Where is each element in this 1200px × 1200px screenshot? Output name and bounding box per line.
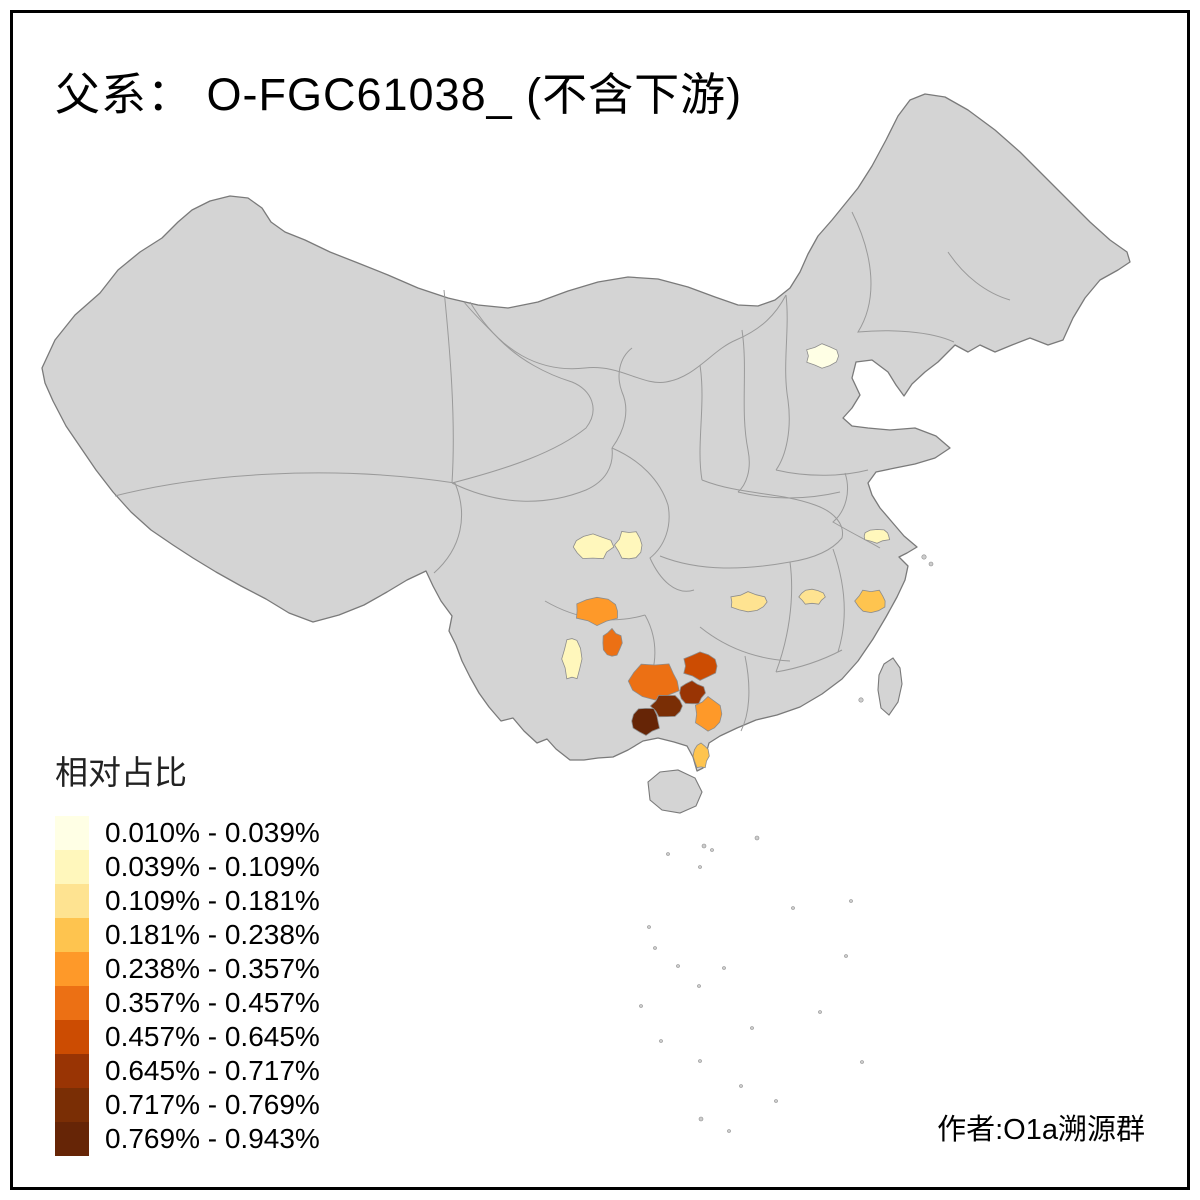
legend-item: 0.769% - 0.943% <box>55 1122 320 1156</box>
legend-label: 0.181% - 0.238% <box>105 919 320 950</box>
map-region[interactable] <box>561 638 583 680</box>
legend-label: 0.717% - 0.769% <box>105 1089 320 1120</box>
map-region[interactable] <box>683 651 718 681</box>
legend-title: 相对占比 <box>55 754 187 791</box>
legend-swatch <box>55 816 89 850</box>
legend-label: 0.039% - 0.109% <box>105 851 320 882</box>
province-borders <box>114 211 1011 732</box>
map-region[interactable] <box>649 694 683 718</box>
legend-swatch <box>55 1054 89 1088</box>
legend-label: 0.109% - 0.181% <box>105 885 320 916</box>
legend-item: 0.645% - 0.717% <box>55 1054 320 1088</box>
map-region[interactable] <box>854 589 886 614</box>
legend-item: 0.717% - 0.769% <box>55 1088 320 1122</box>
map-region[interactable] <box>575 596 618 627</box>
map-region[interactable] <box>572 533 615 560</box>
legend-item: 0.109% - 0.181% <box>55 884 320 918</box>
legend-swatch <box>55 1088 89 1122</box>
legend: 相对占比 0.010% - 0.039% 0.039% - 0.109% 0.109… <box>55 746 320 1156</box>
legend-item: 0.039% - 0.109% <box>55 850 320 884</box>
legend-swatch <box>55 986 89 1020</box>
author-credit: 作者:O1a溯源群 <box>937 1114 1145 1146</box>
legend-swatch <box>55 884 89 918</box>
legend-item: 0.457% - 0.645% <box>55 1020 320 1054</box>
coastal-islets <box>858 554 934 703</box>
legend-swatch <box>55 1122 89 1156</box>
legend-item: 0.357% - 0.457% <box>55 986 320 1020</box>
legend-label: 0.645% - 0.717% <box>105 1055 320 1086</box>
legend-label: 0.357% - 0.457% <box>105 987 320 1018</box>
map-region[interactable] <box>806 343 840 369</box>
map-region[interactable] <box>694 695 723 732</box>
hainan-island[interactable] <box>647 769 703 814</box>
map-region[interactable] <box>602 627 623 657</box>
map-region[interactable] <box>730 591 768 613</box>
legend-item: 0.181% - 0.238% <box>55 918 320 952</box>
legend-swatch <box>55 850 89 884</box>
map-region[interactable] <box>863 529 891 544</box>
highlight-regions <box>561 343 891 769</box>
taiwan-island[interactable] <box>877 657 903 716</box>
map-region[interactable] <box>798 588 826 605</box>
legend-swatch <box>55 1020 89 1054</box>
legend-swatch <box>55 952 89 986</box>
legend-swatch <box>55 918 89 952</box>
map-region[interactable] <box>614 531 643 560</box>
south-china-sea-islands <box>639 835 864 1133</box>
legend-rows: 0.010% - 0.039% 0.039% - 0.109% 0.109% - 0… <box>55 816 320 1156</box>
legend-label: 0.769% - 0.943% <box>105 1123 320 1154</box>
legend-item: 0.238% - 0.357% <box>55 952 320 986</box>
map-region[interactable] <box>631 707 660 736</box>
legend-item: 0.010% - 0.039% <box>55 816 320 850</box>
map-region[interactable] <box>692 742 710 769</box>
legend-label: 0.457% - 0.645% <box>105 1021 320 1052</box>
legend-label: 0.238% - 0.357% <box>105 953 320 984</box>
china-landmass[interactable] <box>41 93 1131 772</box>
legend-label: 0.010% - 0.039% <box>105 817 320 848</box>
page-title: 父系： O-FGC61038_ (不含下游) <box>55 69 743 120</box>
